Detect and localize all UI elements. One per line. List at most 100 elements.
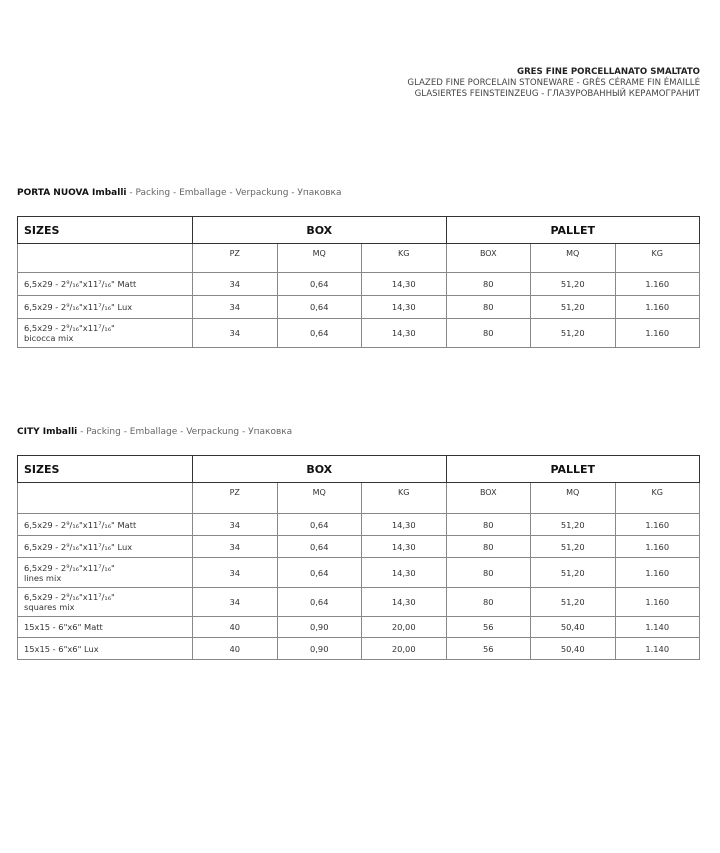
value-cell: 0,64 bbox=[276, 318, 362, 348]
table-row: 6,5x29 - 2⁹/₁₆"x11⁷/₁₆" bicocca mix 34 0,64… bbox=[17, 318, 700, 348]
size-cell: 6,5x29 - 2⁹/₁₆"x11⁷/₁₆" lines mix bbox=[17, 557, 193, 588]
value-cell: 80 bbox=[445, 535, 531, 558]
value-cell: 51,20 bbox=[530, 587, 616, 617]
value-cell: 51,20 bbox=[530, 272, 616, 296]
size-cell: 6,5x29 - 2⁹/₁₆"x11⁷/₁₆" bicocca mix bbox=[17, 318, 193, 348]
value-cell: 20,00 bbox=[361, 616, 447, 638]
value-cell: 0,64 bbox=[276, 272, 362, 296]
value-cell: 50,40 bbox=[530, 616, 616, 638]
size-variant: squares mix bbox=[24, 602, 75, 612]
value-cell: 0,64 bbox=[276, 513, 362, 536]
subheader-cell: KG bbox=[614, 243, 700, 273]
table-row: 6,5x29 - 2⁹/₁₆"x11⁷/₁₆" Matt 34 0,64 14,30 8… bbox=[17, 513, 700, 536]
subheader-cell: KG bbox=[614, 482, 700, 514]
value-cell: 51,20 bbox=[530, 557, 616, 588]
size-cell: 15x15 - 6"x6" Lux bbox=[17, 637, 193, 660]
value-cell: 80 bbox=[445, 557, 531, 588]
size-label: 6,5x29 - 2⁹/₁₆"x11⁷/₁₆" Matt bbox=[24, 279, 137, 289]
value-cell: 14,30 bbox=[361, 272, 447, 296]
value-cell: 80 bbox=[445, 318, 531, 348]
value-cell: 56 bbox=[445, 616, 531, 638]
value-cell: 51,20 bbox=[530, 513, 616, 536]
value-cell: 1.160 bbox=[614, 535, 700, 558]
value-cell: 1.160 bbox=[614, 318, 700, 348]
size-label: 6,5x29 - 2⁹/₁₆"x11⁷/₁₆" Matt bbox=[24, 519, 137, 530]
value-cell: 1.160 bbox=[614, 587, 700, 617]
value-cell: 0,90 bbox=[276, 637, 362, 660]
section-caption: PORTA NUOVA Imballi - Packing - Emballag… bbox=[17, 188, 341, 198]
value-cell: 34 bbox=[192, 318, 278, 348]
size-label: 15x15 - 6"x6" Matt bbox=[24, 622, 103, 632]
header-line-2: GLAZED FINE PORCELAIN STONEWARE - GRÈS C… bbox=[407, 78, 700, 88]
value-cell: 34 bbox=[192, 587, 278, 617]
table-row: 6,5x29 - 2⁹/₁₆"x11⁷/₁₆" Lux 34 0,64 14,30 80… bbox=[17, 535, 700, 558]
value-cell: 34 bbox=[192, 295, 278, 319]
value-cell: 1.140 bbox=[614, 637, 700, 660]
size-label: 6,5x29 - 2⁹/₁₆"x11⁷/₁₆" bbox=[24, 323, 115, 333]
value-cell: 14,30 bbox=[361, 535, 447, 558]
value-cell: 40 bbox=[192, 637, 278, 660]
section-caption: CITY Imballi - Packing - Emballage - Ver… bbox=[17, 427, 292, 437]
value-cell: 14,30 bbox=[361, 513, 447, 536]
subheader-cell: KG bbox=[361, 482, 447, 514]
subheader-cell: BOX bbox=[445, 482, 531, 514]
size-cell: 6,5x29 - 2⁹/₁₆"x11⁷/₁₆" Matt bbox=[17, 513, 193, 536]
table-row: 6,5x29 - 2⁹/₁₆"x11⁷/₁₆" Lux 34 0,64 14,30 80… bbox=[17, 295, 700, 319]
size-label: 6,5x29 - 2⁹/₁₆"x11⁷/₁₆" bbox=[24, 562, 115, 573]
value-cell: 34 bbox=[192, 557, 278, 588]
table-row: 6,5x29 - 2⁹/₁₆"x11⁷/₁₆" lines mix 34 0,64 14… bbox=[17, 557, 700, 588]
subheader-cell: PZ bbox=[192, 243, 278, 273]
header-line-3: GLASIERTES FEINSTEINZEUG - ГЛАЗУРОВАННЫЙ… bbox=[414, 89, 700, 99]
size-label: 6,5x29 - 2⁹/₁₆"x11⁷/₁₆" Lux bbox=[24, 302, 133, 312]
sizes-header: SIZES bbox=[17, 455, 193, 483]
section-subtitle: - Packing - Emballage - Verpackung - Упа… bbox=[126, 188, 342, 198]
value-cell: 0,64 bbox=[276, 535, 362, 558]
value-cell: 1.160 bbox=[614, 557, 700, 588]
value-cell: 1.160 bbox=[614, 272, 700, 296]
value-cell: 51,20 bbox=[530, 318, 616, 348]
size-cell: 15x15 - 6"x6" Matt bbox=[17, 616, 193, 638]
subheader-cell: MQ bbox=[530, 243, 616, 273]
size-cell: 6,5x29 - 2⁹/₁₆"x11⁷/₁₆" Lux bbox=[17, 295, 193, 319]
value-cell: 34 bbox=[192, 513, 278, 536]
header-line-1: GRES FINE PORCELLANATO SMALTATO bbox=[517, 67, 700, 77]
value-cell: 34 bbox=[192, 535, 278, 558]
value-cell: 14,30 bbox=[361, 557, 447, 588]
value-cell: 51,20 bbox=[530, 535, 616, 558]
size-label: 6,5x29 - 2⁹/₁₆"x11⁷/₁₆" bbox=[24, 592, 115, 602]
value-cell: 50,40 bbox=[530, 637, 616, 660]
subheader-cell: MQ bbox=[276, 482, 362, 514]
pallet-header: PALLET bbox=[445, 455, 700, 483]
subheader-cell: PZ bbox=[192, 482, 278, 514]
size-cell: 6,5x29 - 2⁹/₁₆"x11⁷/₁₆" Lux bbox=[17, 535, 193, 558]
value-cell: 51,20 bbox=[530, 295, 616, 319]
size-cell: 6,5x29 - 2⁹/₁₆"x11⁷/₁₆" squares mix bbox=[17, 587, 193, 617]
sizes-header: SIZES bbox=[17, 216, 193, 244]
document-header: GRES FINE PORCELLANATO SMALTATO GLAZED F… bbox=[407, 67, 700, 100]
section-name: PORTA NUOVA Imballi bbox=[17, 188, 127, 198]
packing-table: SIZES BOX PALLET PZ MQ KG BOX MQ KG 6,5x29 - 2⁹/₁… bbox=[17, 216, 700, 348]
subheader-cell: KG bbox=[361, 243, 447, 273]
pallet-header: PALLET bbox=[445, 216, 700, 244]
value-cell: 34 bbox=[192, 272, 278, 296]
table-row: 6,5x29 - 2⁹/₁₆"x11⁷/₁₆" Matt 34 0,64 14,30 8… bbox=[17, 272, 700, 296]
value-cell: 80 bbox=[445, 272, 531, 296]
value-cell: 1.160 bbox=[614, 295, 700, 319]
value-cell: 0,64 bbox=[276, 587, 362, 617]
section-name: CITY Imballi bbox=[17, 427, 78, 437]
value-cell: 14,30 bbox=[361, 587, 447, 617]
size-label: 15x15 - 6"x6" Lux bbox=[24, 643, 99, 654]
subheader-cell: BOX bbox=[445, 243, 531, 273]
table-row: 6,5x29 - 2⁹/₁₆"x11⁷/₁₆" squares mix 34 0,64… bbox=[17, 587, 700, 617]
value-cell: 0,90 bbox=[276, 616, 362, 638]
value-cell: 14,30 bbox=[361, 318, 447, 348]
table-row: 15x15 - 6"x6" Matt 40 0,90 20,00 56 50,40 1.14… bbox=[17, 616, 700, 638]
packing-table: SIZES BOX PALLET PZ MQ KG BOX MQ KG 6,5x29 - 2⁹/₁… bbox=[17, 455, 700, 660]
section-subtitle: - Packing - Emballage - Verpackung - Упа… bbox=[77, 427, 293, 437]
value-cell: 80 bbox=[445, 295, 531, 319]
box-header: BOX bbox=[192, 455, 447, 483]
value-cell: 0,64 bbox=[276, 557, 362, 588]
value-cell: 20,00 bbox=[361, 637, 447, 660]
table-row: 15x15 - 6"x6" Lux 40 0,90 20,00 56 50,40 1.140 bbox=[17, 637, 700, 660]
value-cell: 40 bbox=[192, 616, 278, 638]
